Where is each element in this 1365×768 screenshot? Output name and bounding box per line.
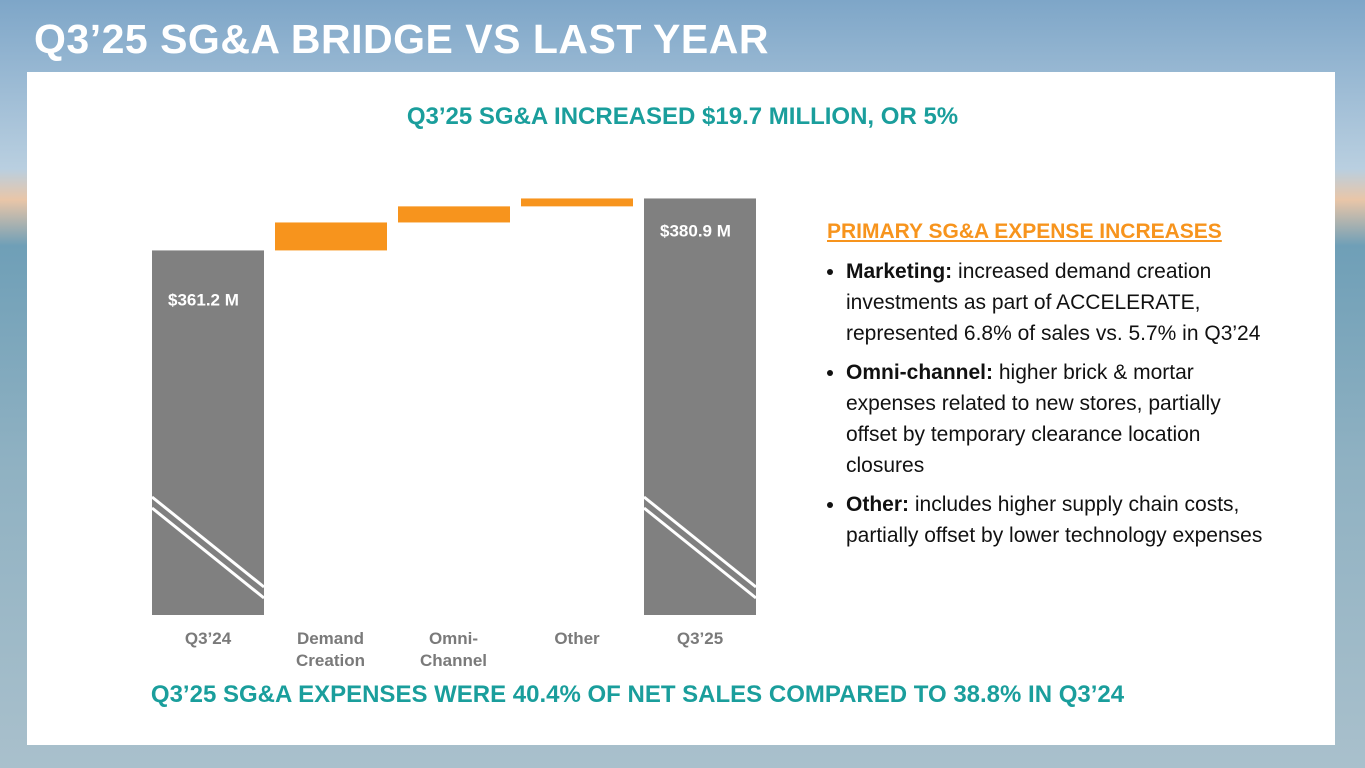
bullet-list: Marketing: increased demand creation inv…	[827, 256, 1267, 551]
x-tick-label: Q3’24	[184, 629, 232, 648]
bullet: Marketing: increased demand creation inv…	[846, 256, 1267, 349]
increase-bar	[275, 222, 387, 251]
increase-bar	[521, 198, 633, 207]
x-tick-label: Other	[554, 629, 600, 648]
increase-bar	[398, 206, 510, 223]
value-label: $380.9 M	[660, 221, 731, 240]
x-tick-label: Omni-Channel	[419, 629, 488, 670]
bullet-text: includes higher supply chain costs, part…	[846, 493, 1263, 547]
subtitle: Q3’25 SG&A INCREASED $19.7 MILLION, OR 5…	[406, 103, 959, 130]
x-tick-label: Q3’25	[676, 629, 724, 648]
bullet: Omni-channel: higher brick & mortar expe…	[846, 357, 1267, 481]
axis-break	[643, 495, 757, 589]
axis-break	[643, 506, 757, 600]
axis-break	[151, 506, 265, 600]
x-tick-label: Demand Creation	[296, 629, 365, 670]
text-panel: PRIMARY SG&A EXPENSE INCREASES Marketing…	[827, 220, 1267, 559]
value-label: $361.2 M	[168, 290, 239, 309]
bullet: Other: includes higher supply chain cost…	[846, 489, 1267, 551]
footer: Q3’25 SG&A EXPENSES WERE 40.4% OF NET SA…	[150, 681, 1125, 708]
slide-title: Q3’25 SG&A BRIDGE VS LAST YEAR	[34, 16, 769, 62]
bullet-label: Other:	[846, 493, 909, 516]
bullet-text: higher brick & mortar expenses related t…	[846, 361, 1221, 477]
panel-heading: PRIMARY SG&A EXPENSE INCREASES	[827, 220, 1222, 243]
axis-break	[151, 495, 265, 589]
bullet-text: increased demand creation investments as…	[846, 260, 1261, 345]
bullet-label: Marketing:	[846, 260, 953, 283]
bullet-label: Omni-channel:	[846, 361, 994, 384]
total-bar	[644, 198, 756, 616]
